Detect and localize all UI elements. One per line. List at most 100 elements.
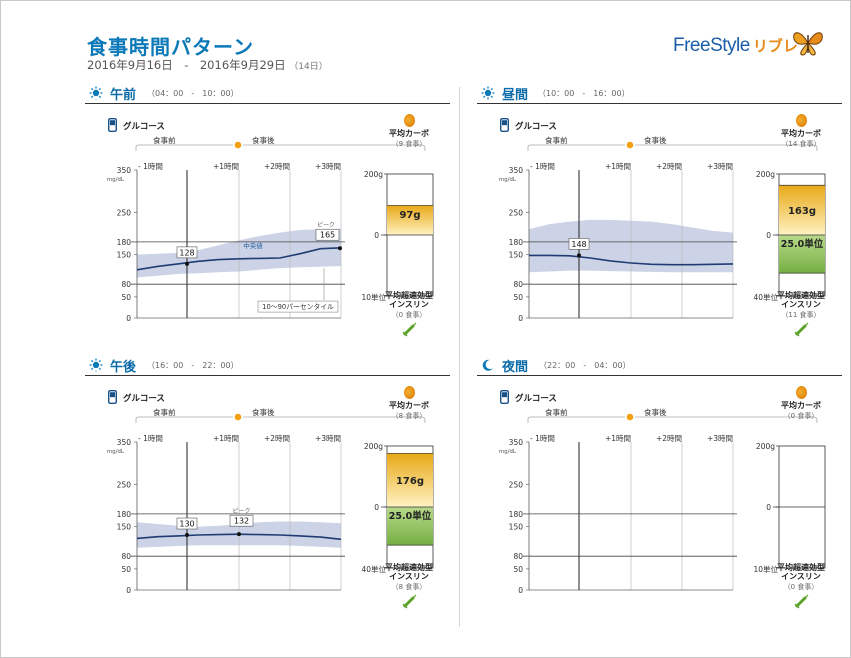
glucose-reader-icon: [108, 390, 117, 404]
avg-insulin-line2: インスリン: [389, 300, 429, 309]
y-tick-label: 350: [117, 438, 132, 447]
avg-insulin-line2: インスリン: [389, 572, 429, 581]
peak-value-label: 132: [234, 517, 249, 526]
carb-scale-top: 200g: [756, 442, 775, 451]
panel-1: 午前 （04：00 - 10：00） グルコース 食事前 食事後 350 250 180 150…: [85, 85, 450, 340]
glucose-label: グルコース: [515, 394, 557, 404]
meal-apple-marker: [626, 413, 634, 421]
meal-apple-marker: [626, 141, 634, 149]
syringe-barrel: [795, 596, 807, 608]
syringe-plunger: [794, 331, 800, 337]
date-range: 2016年9月16日 - 2016年9月29日 （14日）: [87, 57, 328, 73]
carb-scale-zero: 0: [766, 231, 771, 240]
sun-ray: [98, 87, 102, 91]
y-tick-label: 0: [126, 314, 131, 323]
avg-insulin-label: 平均超速効型 インスリン: [369, 563, 449, 581]
median-caption: 中央値: [243, 241, 263, 250]
y-tick-label: 150: [117, 251, 132, 260]
y-tick-label: 250: [117, 480, 132, 489]
meal-value-label: 148: [571, 240, 586, 249]
before-meal-label: 食事前: [153, 136, 176, 145]
offset-label: +2時間: [656, 434, 682, 443]
carb-insulin-chart: 176g 25.0単位 200g 0 40単位: [361, 442, 434, 574]
panel-title: 午前: [110, 88, 137, 103]
peak-value-dot: [338, 246, 342, 251]
meal-value-box: [176, 517, 198, 530]
meal-value-dot: [577, 253, 581, 258]
avg-carb-label: 平均カーボ: [781, 129, 821, 138]
brace-line: [135, 416, 426, 423]
sun-ray: [490, 87, 494, 91]
arrow-down-mark: [93, 368, 99, 371]
sun-ray: [482, 95, 486, 99]
after-meal-label: 食事後: [252, 408, 275, 417]
meal-apple-marker: [234, 413, 242, 421]
glucose-reader-icon: [108, 118, 117, 132]
panel-time-range: （10：00 - 16：00）: [538, 89, 630, 98]
after-meal-label: 食事後: [252, 136, 275, 145]
percentile-caption: 10～90パーセンタイル: [262, 302, 334, 311]
y-tick-label: 0: [126, 586, 131, 595]
syringe-needle: [412, 322, 417, 327]
insulin-meal-count: （0 食事）: [783, 583, 819, 591]
syringe-needle: [804, 322, 809, 327]
y-tick-label: 0: [518, 586, 523, 595]
meal-brace: [527, 141, 818, 151]
freestyle-logo: FreeStyle リブレ: [673, 32, 823, 57]
syringe-needle: [412, 594, 417, 599]
sun-icon: [481, 86, 495, 100]
day-count: （14日）: [289, 62, 328, 72]
glucose-reader-icon: [500, 390, 509, 404]
syringe-icon: [402, 322, 417, 337]
reader-screen: [110, 392, 115, 398]
before-meal-label: 食事前: [153, 408, 176, 417]
page-title: 食事時間パターン: [87, 35, 254, 59]
sun-ray: [98, 359, 102, 363]
insulin-meal-count: （8 食事）: [391, 583, 427, 591]
sun-ray: [482, 87, 486, 91]
y-unit-label: mg/dL: [107, 449, 125, 455]
sun-ray: [98, 95, 102, 99]
offset-label: +3時間: [315, 162, 341, 171]
carb-value-label: 97g: [399, 210, 420, 221]
y-tick-label: 50: [121, 293, 131, 302]
vertical-divider: [459, 87, 460, 627]
peak-value-dot: [237, 532, 241, 537]
median-line: [529, 254, 734, 266]
y-tick-label: 250: [117, 208, 132, 217]
insulin-value-label: 25.0単位: [389, 510, 432, 522]
y-tick-label: 150: [509, 251, 524, 260]
y-tick-label: 150: [117, 523, 132, 532]
before-meal-label: 食事前: [545, 136, 568, 145]
y-tick-label: 180: [117, 510, 132, 519]
y-tick-label: 50: [513, 565, 523, 574]
peak-value-box: [315, 228, 340, 241]
offset-label: +2時間: [656, 162, 682, 171]
offset-label: - 1時間: [530, 162, 555, 171]
avg-carb-label: 平均カーボ: [389, 129, 429, 138]
y-tick-label: 150: [509, 523, 524, 532]
insulin-meal-count: （11 食事）: [781, 311, 821, 319]
carb-scale-zero: 0: [766, 503, 771, 512]
y-tick-label: 80: [121, 552, 131, 561]
panel-header: 午後 （16：00 - 22：00）: [85, 357, 450, 376]
syringe-icon: [794, 594, 809, 609]
apple-icon: [796, 386, 807, 399]
peak-value-label: 165: [320, 231, 335, 240]
meal-value-dot: [185, 261, 189, 266]
meal-value-label: 130: [179, 520, 194, 529]
apple-icon: [404, 114, 415, 127]
brace-line: [135, 144, 426, 151]
moon-shape: [482, 359, 493, 371]
brace-line: [527, 144, 818, 151]
sun-ray: [90, 95, 94, 99]
meal-value-label: 128: [179, 248, 194, 257]
avg-carb-label: 平均カーボ: [781, 401, 821, 410]
offset-label: - 1時間: [138, 434, 163, 443]
carb-insulin-chart: 200g 0 10単位: [753, 442, 826, 574]
syringe-icon: [402, 594, 417, 609]
avg-insulin-line1: 平均超速効型: [777, 563, 825, 572]
meal-brace: [527, 413, 818, 423]
syringe-icon: [794, 322, 809, 337]
